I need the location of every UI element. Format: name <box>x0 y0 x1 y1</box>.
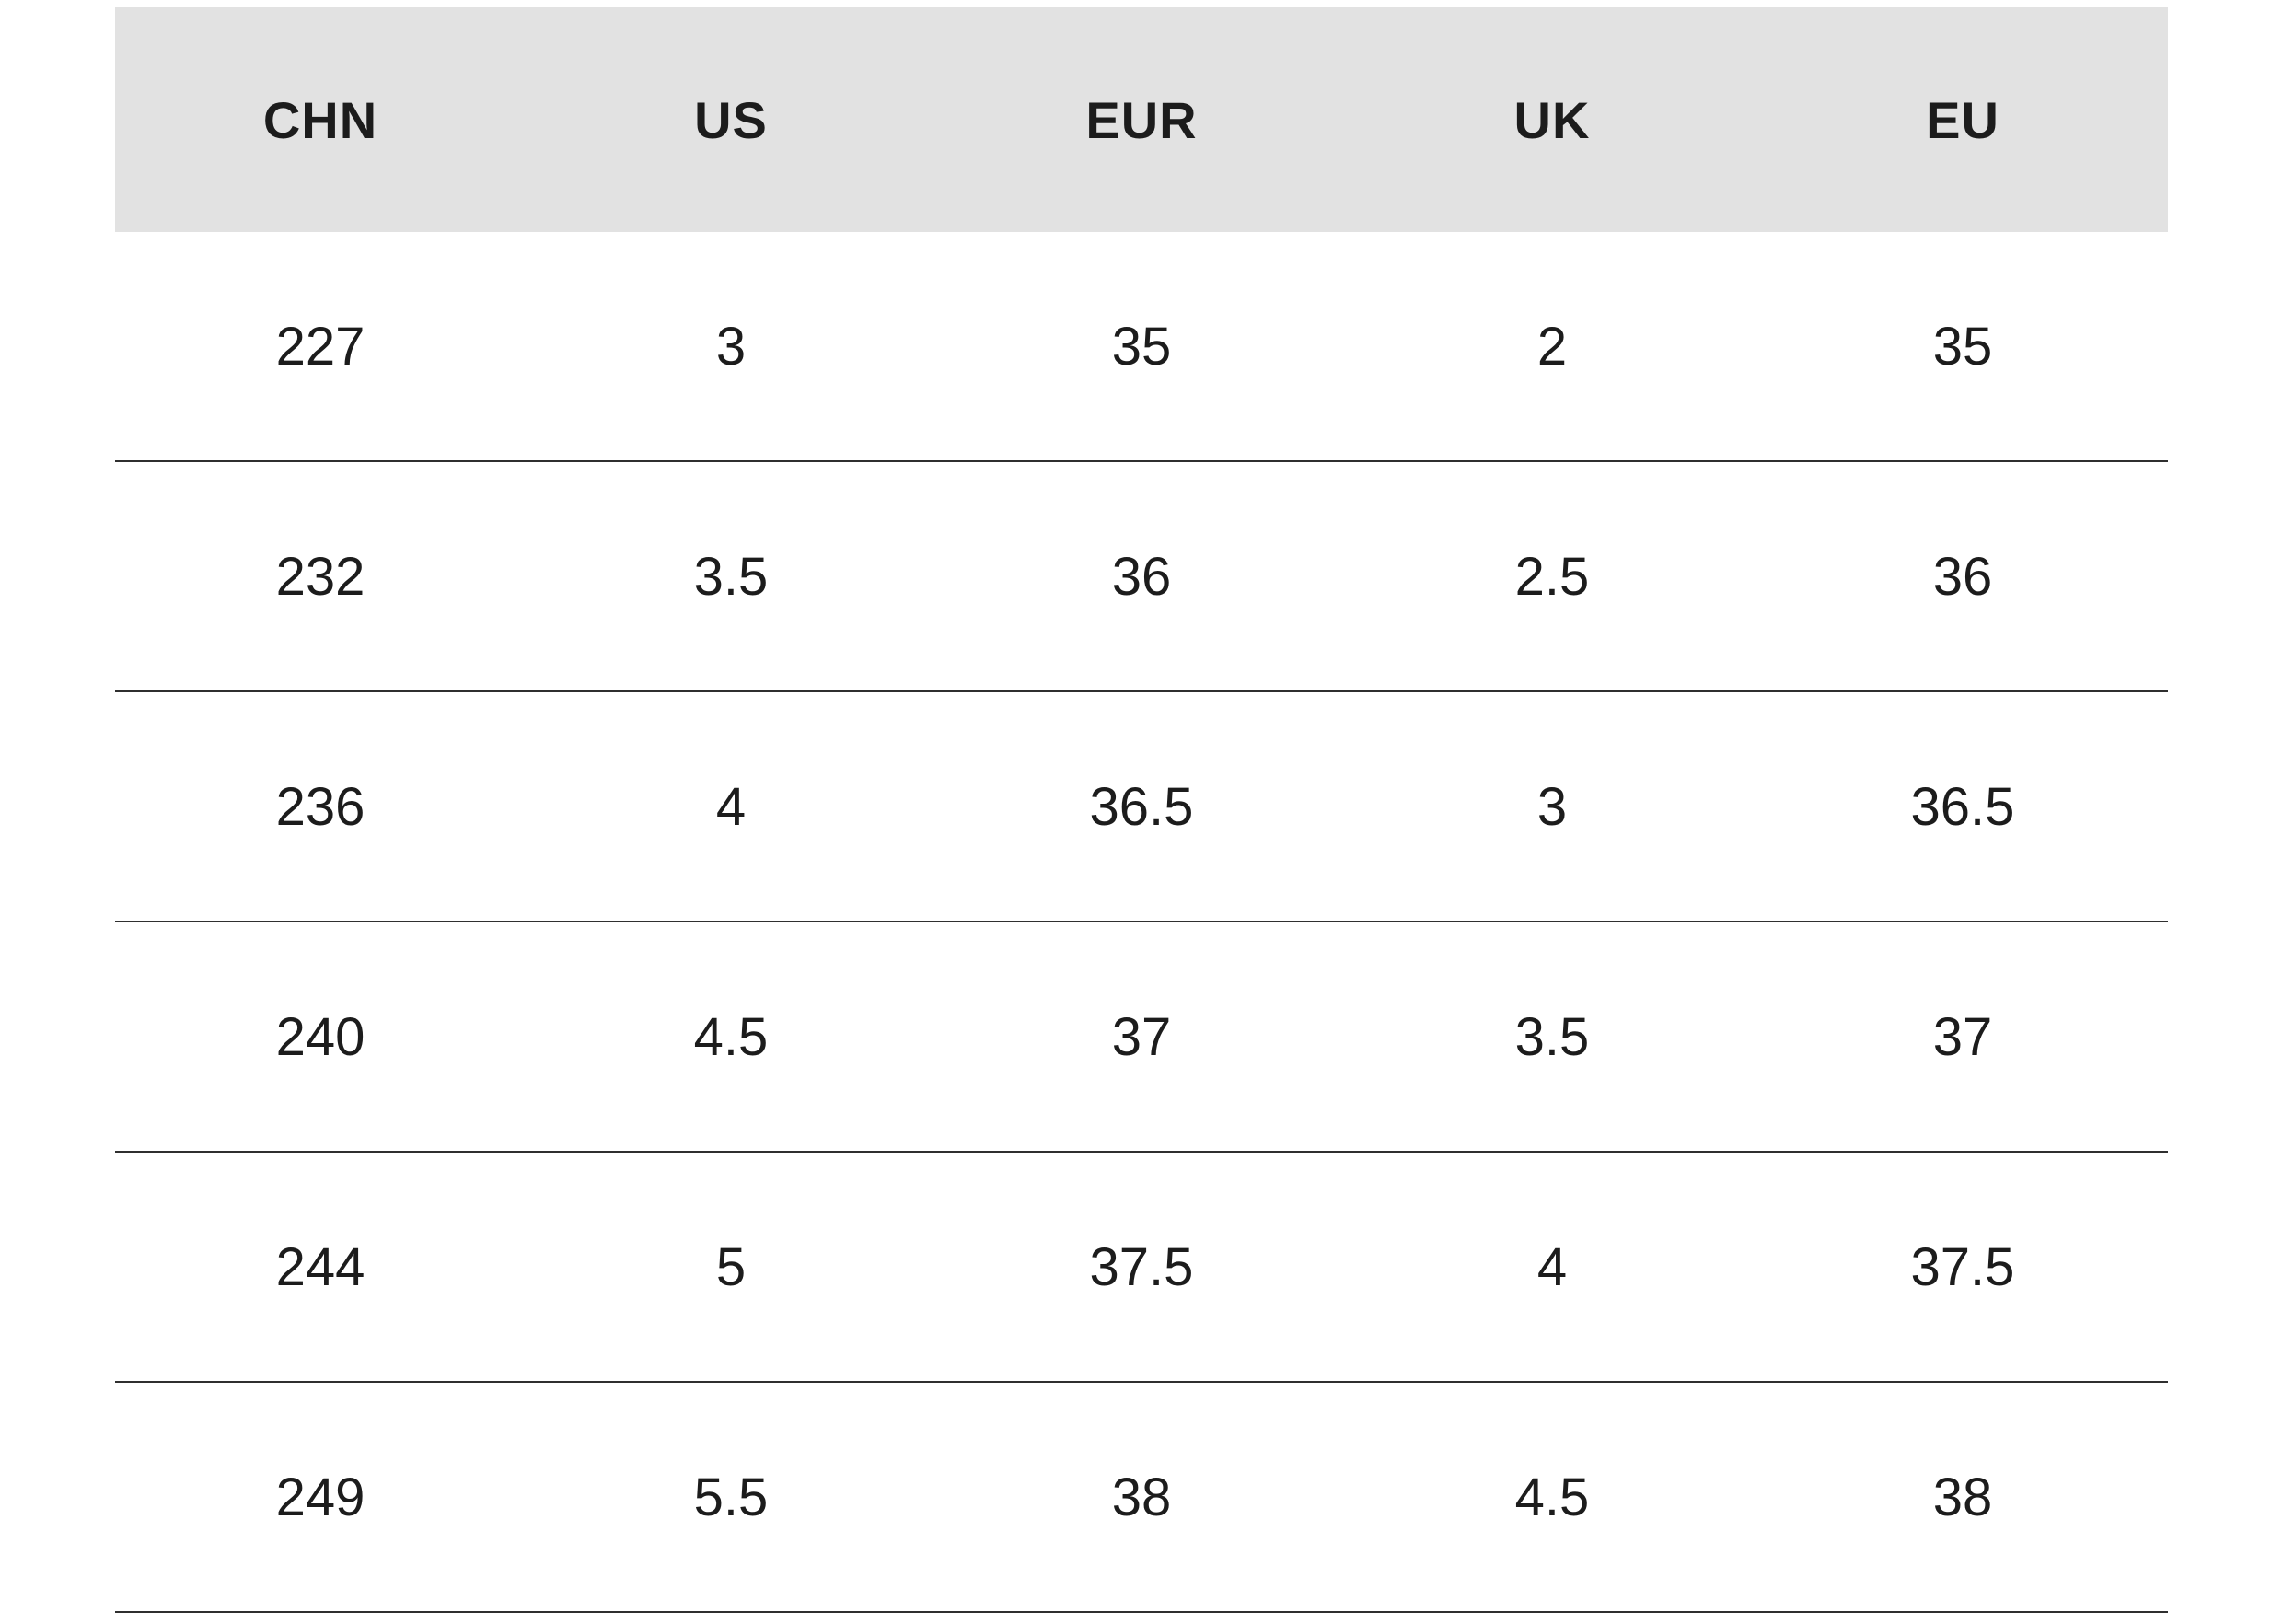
cell-chn: 232 <box>115 461 526 692</box>
cell-us: 4 <box>526 691 936 922</box>
cell-eur: 37 <box>936 922 1347 1153</box>
cell-uk: 3 <box>1347 691 1757 922</box>
column-header-eu: EU <box>1757 7 2168 232</box>
header-row: CHN US EUR UK EU <box>115 7 2168 232</box>
cell-uk: 4 <box>1347 1152 1757 1383</box>
table-row: 240 4.5 37 3.5 37 <box>115 922 2168 1153</box>
cell-eur: 37.5 <box>936 1152 1347 1383</box>
cell-eu: 36.5 <box>1757 691 2168 922</box>
cell-eu: 38 <box>1757 1382 2168 1613</box>
cell-chn: 240 <box>115 922 526 1153</box>
table-row: 232 3.5 36 2.5 36 <box>115 461 2168 692</box>
cell-eur: 36 <box>936 461 1347 692</box>
cell-us: 5 <box>526 1152 936 1383</box>
cell-us: 3.5 <box>526 461 936 692</box>
cell-chn: 236 <box>115 691 526 922</box>
cell-eu: 37.5 <box>1757 1152 2168 1383</box>
cell-chn: 244 <box>115 1152 526 1383</box>
table-row: 244 5 37.5 4 37.5 <box>115 1152 2168 1383</box>
cell-us: 4.5 <box>526 922 936 1153</box>
cell-uk: 2.5 <box>1347 461 1757 692</box>
cell-us: 3 <box>526 232 936 462</box>
cell-eur: 36.5 <box>936 691 1347 922</box>
column-header-chn: CHN <box>115 7 526 232</box>
column-header-eur: EUR <box>936 7 1347 232</box>
cell-chn: 249 <box>115 1382 526 1613</box>
table-header: CHN US EUR UK EU <box>115 7 2168 232</box>
column-header-us: US <box>526 7 936 232</box>
cell-uk: 4.5 <box>1347 1382 1757 1613</box>
cell-uk: 2 <box>1347 232 1757 462</box>
cell-eur: 38 <box>936 1382 1347 1613</box>
cell-uk: 3.5 <box>1347 922 1757 1153</box>
column-header-uk: UK <box>1347 7 1757 232</box>
size-conversion-table: CHN US EUR UK EU 227 3 35 2 35 232 3.5 3… <box>115 7 2168 1613</box>
table-row: 236 4 36.5 3 36.5 <box>115 691 2168 922</box>
cell-eu: 36 <box>1757 461 2168 692</box>
cell-eu: 35 <box>1757 232 2168 462</box>
table-row: 249 5.5 38 4.5 38 <box>115 1382 2168 1613</box>
table-row: 227 3 35 2 35 <box>115 232 2168 462</box>
cell-eu: 37 <box>1757 922 2168 1153</box>
table-body: 227 3 35 2 35 232 3.5 36 2.5 36 236 4 36… <box>115 232 2168 1613</box>
cell-us: 5.5 <box>526 1382 936 1613</box>
cell-eur: 35 <box>936 232 1347 462</box>
cell-chn: 227 <box>115 232 526 462</box>
